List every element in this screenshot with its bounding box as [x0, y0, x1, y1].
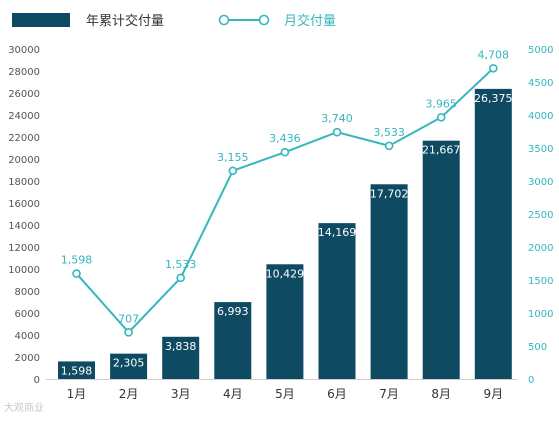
- bar-label: 3,838: [165, 340, 197, 353]
- bar: [370, 184, 408, 379]
- line-point: [72, 269, 81, 278]
- x-tick: 6月: [327, 387, 347, 401]
- legend-label-bars: 年累计交付量: [86, 13, 164, 29]
- line-label: 707: [118, 312, 139, 325]
- bar-label: 2,305: [113, 357, 145, 370]
- bar: [214, 302, 252, 379]
- y-right-tick: 4500: [528, 78, 553, 89]
- bar-label: 10,429: [266, 267, 305, 280]
- legend-label-line: 月交付量: [284, 13, 336, 29]
- bar-label: 21,667: [422, 144, 461, 157]
- bar-label: 1,598: [61, 364, 93, 377]
- line-point: [228, 166, 238, 176]
- y-left-tick: 0: [34, 375, 40, 386]
- y-left-tick: 4000: [15, 331, 40, 342]
- bar: [58, 361, 95, 379]
- y-left-tick: 30000: [8, 45, 40, 56]
- line-label: 3,740: [321, 112, 353, 125]
- bar-label: 17,702: [370, 187, 409, 200]
- watermark: 大观商业: [4, 403, 44, 414]
- y-left-tick: 18000: [8, 177, 40, 188]
- y-right-tick: 0: [528, 375, 534, 386]
- x-tick: 3月: [171, 387, 191, 401]
- line-label: 3,965: [425, 97, 457, 110]
- y-left-tick: 10000: [8, 265, 40, 276]
- line-label: 4,708: [478, 48, 510, 61]
- y-left-tick: 28000: [8, 67, 40, 78]
- bar: [162, 336, 200, 379]
- y-right-tick: 3500: [528, 144, 553, 155]
- legend-swatch-bars: [12, 13, 70, 27]
- bar-label: 14,169: [318, 226, 357, 239]
- bar: [474, 88, 512, 379]
- line-point: [384, 141, 394, 151]
- y-right-tick: 2000: [528, 243, 553, 254]
- bar: [110, 353, 148, 379]
- bar: [318, 223, 356, 379]
- y-right-tick: 3000: [528, 177, 553, 188]
- x-tick: 7月: [379, 387, 399, 401]
- line-point: [176, 273, 185, 283]
- y-right-tick: 4000: [528, 111, 553, 122]
- x-tick: 4月: [223, 387, 243, 401]
- y-right-tick: 500: [528, 342, 547, 353]
- y-left-tick: 14000: [8, 221, 40, 232]
- y-left-tick: 12000: [8, 243, 40, 254]
- line-point: [124, 328, 133, 337]
- line-label: 3,155: [217, 151, 249, 164]
- y-left-tick: 26000: [8, 89, 40, 100]
- y-left-tick: 6000: [15, 309, 40, 320]
- y-left-tick: 2000: [15, 353, 40, 364]
- y-right-tick: 1500: [528, 276, 553, 287]
- line-point: [280, 147, 290, 157]
- x-tick: 5月: [275, 387, 295, 401]
- legend-marker: [258, 14, 270, 26]
- line-point: [436, 113, 446, 122]
- bar: [422, 140, 460, 379]
- y-left-tick: 24000: [8, 111, 40, 122]
- x-tick: 1月: [67, 387, 87, 401]
- line-point: [488, 63, 498, 73]
- line-label: 3,436: [269, 132, 301, 145]
- line-point: [332, 127, 342, 137]
- bar: [266, 264, 304, 379]
- y-left-tick: 22000: [8, 133, 40, 144]
- x-tick: 2月: [119, 387, 139, 401]
- line-label: 1,598: [61, 254, 93, 267]
- bar-label: 6,993: [217, 305, 249, 318]
- y-right-tick: 5000: [528, 45, 553, 56]
- y-left-tick: 20000: [8, 155, 40, 166]
- y-right-tick: 2500: [528, 210, 553, 221]
- line-label: 3,533: [373, 126, 405, 139]
- x-tick: 9月: [483, 387, 503, 401]
- y-left-tick: 16000: [8, 199, 40, 210]
- line-label: 1,533: [165, 258, 197, 271]
- legend-marker: [218, 14, 230, 26]
- x-tick: 8月: [431, 387, 451, 401]
- bar-label: 26,375: [474, 92, 513, 105]
- y-right-tick: 1000: [528, 309, 553, 320]
- y-left-tick: 8000: [15, 287, 40, 298]
